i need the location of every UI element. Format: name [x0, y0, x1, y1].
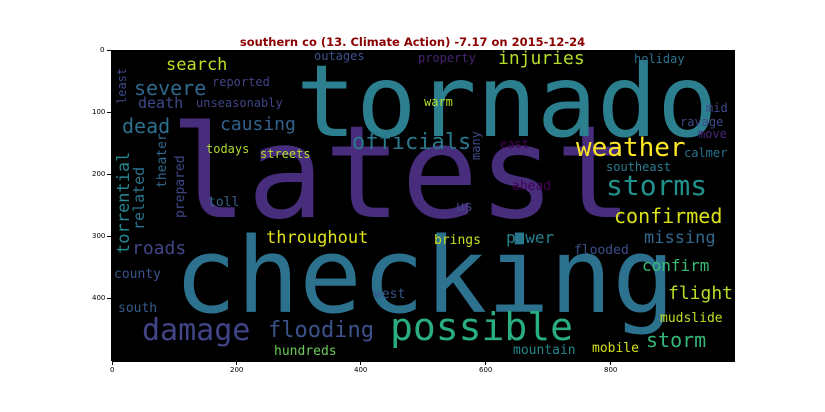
- word-many: many: [469, 131, 483, 160]
- word-missing: missing: [644, 228, 716, 248]
- x-tick-400: [360, 361, 361, 365]
- word-dead: dead: [122, 114, 171, 138]
- word-possible: possible: [390, 305, 574, 349]
- word-unseasonably: unseasonably: [196, 96, 283, 110]
- word-mountain: mountain: [513, 343, 576, 358]
- word-flight: flight: [668, 283, 734, 304]
- word-power: power: [506, 228, 555, 247]
- word-checking: checking: [174, 215, 675, 337]
- word-theater: theater: [155, 133, 170, 188]
- word-west: west: [374, 287, 406, 302]
- word-mobile: mobile: [592, 341, 639, 356]
- y-tick-label: 0: [100, 46, 105, 54]
- word-prepared: prepared: [173, 155, 188, 218]
- y-tick-label: 300: [92, 232, 106, 240]
- word-us: us: [456, 199, 473, 215]
- y-tick-400: [107, 298, 111, 299]
- y-tick-300: [107, 236, 111, 237]
- word-officials: officials: [352, 130, 472, 155]
- word-southeast: southeast: [606, 160, 672, 174]
- word-damage: damage: [142, 313, 251, 348]
- x-tick-200: [236, 361, 237, 365]
- x-tick-label: 200: [230, 366, 244, 374]
- y-tick-label: 400: [92, 294, 106, 302]
- word-toll: toll: [208, 195, 240, 210]
- word-tornado: tornado: [296, 50, 718, 160]
- chart-title: southern co (13. Climate Action) -7.17 o…: [239, 35, 586, 49]
- word-storms: storms: [606, 169, 708, 202]
- word-roads: roads: [132, 238, 187, 259]
- word-county: county: [114, 267, 161, 282]
- word-mid: mid: [706, 101, 728, 115]
- y-tick-label: 100: [92, 108, 106, 116]
- word-ahead: ahead: [512, 179, 552, 194]
- word-outages: outages: [314, 50, 365, 63]
- word-latest: latest: [170, 99, 633, 248]
- y-tick-label: 200: [92, 170, 106, 178]
- wordcloud-canvas: latest checking tornado possible damage …: [112, 50, 735, 361]
- x-tick-label: 600: [479, 366, 493, 374]
- word-causing: causing: [220, 114, 296, 135]
- word-death: death: [138, 94, 184, 112]
- word-confirm: confirm: [642, 256, 710, 275]
- x-tick-label: 400: [354, 366, 368, 374]
- x-tick-800: [610, 361, 611, 365]
- word-flooding: flooding: [268, 318, 374, 343]
- word-east: east: [500, 137, 529, 151]
- y-tick-200: [107, 174, 111, 175]
- word-hundreds: hundreds: [274, 344, 337, 359]
- x-tick-0: [112, 361, 113, 365]
- word-south: south: [118, 301, 158, 316]
- word-brings: brings: [434, 233, 481, 248]
- word-injuries: injuries: [498, 50, 585, 69]
- y-tick-100: [107, 112, 111, 113]
- word-move: move: [698, 127, 727, 141]
- word-flooded: flooded: [574, 243, 629, 258]
- word-weather: weather: [576, 133, 686, 163]
- word-storm: storm: [646, 328, 707, 352]
- word-todays: todays: [206, 142, 250, 156]
- word-reported: reported: [212, 75, 270, 89]
- word-severe: severe: [134, 76, 207, 100]
- x-tick-label: 0: [110, 366, 115, 374]
- word-least: least: [115, 67, 129, 104]
- word-related: related: [130, 166, 148, 230]
- x-tick-label: 800: [604, 366, 618, 374]
- word-search: search: [166, 55, 228, 75]
- y-axis-line: [111, 50, 112, 361]
- word-property: property: [418, 51, 476, 65]
- y-tick-0: [107, 50, 111, 51]
- word-calmer: calmer: [684, 146, 728, 160]
- word-mudslide: mudslide: [660, 311, 723, 326]
- word-confirmed: confirmed: [614, 204, 723, 228]
- word-warm: warm: [424, 95, 453, 109]
- word-throughout: throughout: [266, 228, 369, 248]
- x-tick-600: [485, 361, 486, 365]
- x-axis-line: [112, 361, 735, 362]
- word-ravage: ravage: [680, 115, 724, 129]
- word-streets: streets: [260, 147, 311, 161]
- word-holiday: holiday: [634, 52, 685, 66]
